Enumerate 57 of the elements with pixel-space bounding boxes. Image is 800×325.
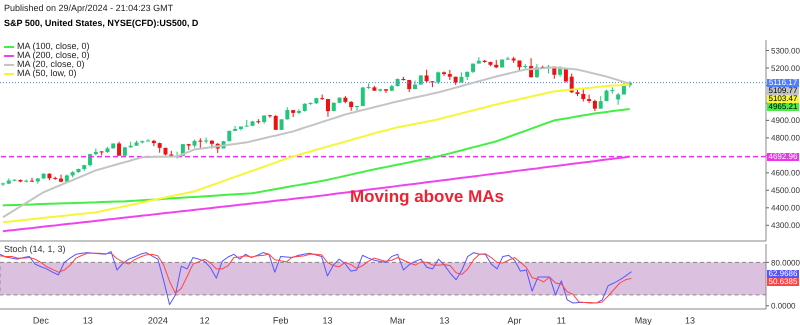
candlestick: [436, 70, 440, 85]
candlestick: [88, 153, 92, 168]
y-tick-label: 5200.00: [771, 64, 800, 73]
y-tick-label: 4600.00: [771, 168, 800, 178]
y-tick-label: 0.0000: [771, 302, 796, 311]
y-tick-label: 4800.00: [771, 134, 800, 143]
candlestick: [285, 106, 290, 120]
x-tick-label: 13: [82, 315, 93, 325]
candlestick: [459, 72, 464, 83]
x-tick-label: 13: [322, 315, 332, 325]
x-tick-label: Dec: [32, 315, 50, 325]
chart-title: S&P 500, United States, NYSE(CFD):US500, D: [4, 18, 198, 28]
x-tick-label: Mar: [390, 315, 406, 325]
candlestick: [407, 79, 412, 93]
x-tick-label: 11: [556, 315, 566, 325]
y-tick-label: 5300.00: [771, 46, 800, 56]
y-tick-label: 4900.00: [771, 116, 800, 126]
text: 4965.21: [767, 102, 799, 111]
x-tick-label: 13: [439, 315, 450, 325]
x-tick-label: 12: [200, 315, 210, 325]
line-series: [2, 156, 631, 232]
annotation: Moving above MAs: [350, 186, 504, 207]
ref-line-label: 4692.96: [767, 152, 799, 161]
chart-subtitle: Published on 29/Apr/2024 - 21:04:23 GMT: [4, 3, 174, 13]
y-tick-label: 4300.00: [771, 221, 800, 230]
y-tick-label: 4400.00: [771, 204, 800, 213]
candlestick: [448, 69, 452, 81]
candlestick: [424, 69, 429, 83]
candlestick: [581, 88, 586, 102]
candlestick: [158, 142, 162, 154]
y-tick-label: 80.0000: [771, 258, 800, 268]
candlestick: [122, 146, 127, 156]
legend-label: MA (200, close, 0): [17, 50, 90, 60]
legend-label: MA (20, close, 0): [17, 59, 85, 69]
x-tick-label: 2024: [148, 315, 168, 325]
x-tick-label: Apr: [508, 315, 522, 325]
text: 5103.47: [767, 94, 799, 103]
x-tick-label: May: [634, 315, 652, 325]
y-tick-label: 4500.00: [771, 186, 800, 196]
candlestick: [349, 100, 354, 112]
legend-label: MA (50, low, 0): [17, 68, 77, 78]
ref-line-label: 5116.17: [767, 78, 799, 87]
candlestick: [198, 138, 202, 149]
x-tick-label: 13: [684, 315, 695, 325]
line-series: [2, 108, 631, 206]
candlestick: [326, 98, 330, 118]
x-tick-label: Feb: [272, 315, 288, 325]
text: 5109.77: [767, 86, 799, 95]
candlestick: [592, 99, 597, 112]
chart-title: Stoch (14, 1, 3): [4, 244, 66, 254]
legend-label: MA (100, close, 0): [17, 41, 90, 51]
text: 50.6385: [767, 277, 799, 286]
candlestick: [598, 96, 603, 110]
text: 62.9686: [767, 269, 799, 278]
candlestick: [616, 92, 620, 106]
candlestick: [117, 141, 122, 156]
candlestick: [280, 118, 284, 130]
